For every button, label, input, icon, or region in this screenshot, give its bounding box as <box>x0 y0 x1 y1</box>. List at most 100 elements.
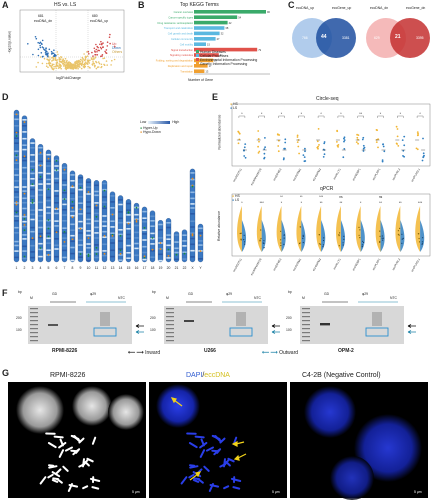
chromosome-label: 20 <box>167 266 171 270</box>
scale-1: 5 μm <box>132 490 140 494</box>
chromosome-label: 11 <box>95 266 99 270</box>
bp100-3: 100 <box>286 328 292 332</box>
volcano-point <box>100 47 103 50</box>
volcano-point <box>56 61 59 64</box>
gel2-m: M <box>166 296 169 300</box>
chromosome <box>21 115 28 263</box>
volcano-point <box>63 60 66 62</box>
ecc-marker <box>87 237 90 240</box>
volcano-point <box>75 60 77 63</box>
ecc-marker <box>87 191 90 193</box>
volcano-point <box>64 62 67 64</box>
ecc-marker <box>167 255 170 257</box>
gene-label: eccFOXM1 <box>292 257 303 271</box>
ecc-marker <box>191 185 194 188</box>
ecc-marker <box>95 204 98 207</box>
volcano-point <box>51 60 53 62</box>
volcano-point <box>69 65 72 67</box>
kegg-legend-env: Environmental Information Processing <box>196 58 257 62</box>
volcano-point <box>105 49 108 51</box>
sig-marker: * <box>261 112 263 116</box>
volcano-point <box>92 58 94 61</box>
sig-marker: ** <box>320 201 323 205</box>
chromosome-label: 10 <box>87 266 91 270</box>
volcano-point <box>81 60 84 63</box>
volcano-point <box>100 66 102 69</box>
ecc-marker <box>191 233 194 236</box>
volcano-point <box>56 59 58 61</box>
volcano-point <box>80 67 83 70</box>
ecc-marker <box>143 255 146 258</box>
gel1-ntc: NTC <box>118 296 125 300</box>
volcano-point <box>58 60 61 63</box>
micro-title-2: DAPI/eccDNA <box>186 372 230 379</box>
circle-seq-title: Circle-seq <box>316 96 339 102</box>
volcano-point <box>72 68 74 70</box>
gene-label: eccPVRL2 <box>391 167 401 181</box>
volcano-point <box>66 63 69 65</box>
sig-marker: * <box>241 201 243 205</box>
panel-g-letter: G <box>2 368 10 378</box>
volcano-point <box>75 66 77 69</box>
panel-a-volcano: HS vs. LS 681 eccDNA_dn 680 eccDNA_up lo… <box>7 2 130 84</box>
volcano-ylabel: -log10(p.value) <box>7 30 12 54</box>
sig-marker: * <box>301 201 303 205</box>
ecc-marker <box>175 253 178 256</box>
gel1-cellline: RPMI-8226 <box>52 348 78 354</box>
kegg-legend: Human Diseases Cellular Processes Enviro… <box>196 50 257 66</box>
ecc-marker <box>15 211 18 214</box>
ecc-marker <box>31 201 34 204</box>
volcano-point <box>65 60 68 63</box>
volcano-point <box>92 57 95 59</box>
volcano-point <box>27 43 29 45</box>
volcano-point <box>48 61 50 64</box>
venn2-right-value: 3395 <box>416 36 424 40</box>
volcano-point <box>94 56 97 58</box>
volcano-point <box>88 62 91 64</box>
volcano-point <box>39 56 42 58</box>
ecc-marker <box>71 206 74 209</box>
kegg-bar-label: Translation <box>180 69 193 73</box>
ecc-marker <box>55 160 58 162</box>
bp200-3: 200 <box>286 316 292 320</box>
volcano-point <box>75 62 78 64</box>
ecc-marker <box>151 237 154 239</box>
bp-label-2: bp <box>152 290 156 294</box>
venn1-left-value: 766 <box>302 36 308 40</box>
volcano-point <box>93 66 96 68</box>
ecc-marker <box>103 252 106 255</box>
kegg-bar-value: 54 <box>238 15 241 19</box>
volcano-point <box>84 61 87 63</box>
chromosome-label: 19 <box>159 266 163 270</box>
volcano-point <box>76 63 79 65</box>
kegg-bar <box>194 69 205 73</box>
panel-d-letter: D <box>2 92 9 102</box>
ecc-marker <box>79 228 82 230</box>
volcano-point <box>53 53 56 56</box>
volcano-point <box>95 60 97 63</box>
legend-up: Up <box>112 42 117 46</box>
volcano-point <box>101 54 104 56</box>
chromosome-label: 15 <box>127 266 131 270</box>
panel-e-plots: Circle-seq Normalized abundance qPCR Rel… <box>217 96 432 284</box>
volcano-point <box>92 61 94 63</box>
volcano-point <box>79 58 82 61</box>
volcano-point <box>53 49 55 51</box>
volcano-point <box>53 63 55 66</box>
kegg-bar <box>194 31 220 36</box>
ecc-marker <box>159 242 162 244</box>
volcano-point <box>95 48 98 51</box>
volcano-point <box>94 64 96 67</box>
volcano-point <box>48 56 50 58</box>
kegg-bar-value: 27 <box>217 37 220 41</box>
sig-marker: * <box>320 112 322 116</box>
panel-d-ideogram: 1 2 3 4 5 6 7 8 9 10 11 12 13 14 15 16 17 18 19 20 21 22 X Y Lo… <box>10 96 208 280</box>
volcano-point <box>67 67 69 69</box>
chromosome-label: 5 <box>48 266 50 270</box>
volcano-point <box>95 43 97 46</box>
chromosome-label: 14 <box>119 266 123 270</box>
ecc-marker <box>39 164 42 167</box>
gel2-cellline: U266 <box>204 348 216 354</box>
volcano-point <box>104 50 106 53</box>
ecc-marker <box>15 113 18 116</box>
